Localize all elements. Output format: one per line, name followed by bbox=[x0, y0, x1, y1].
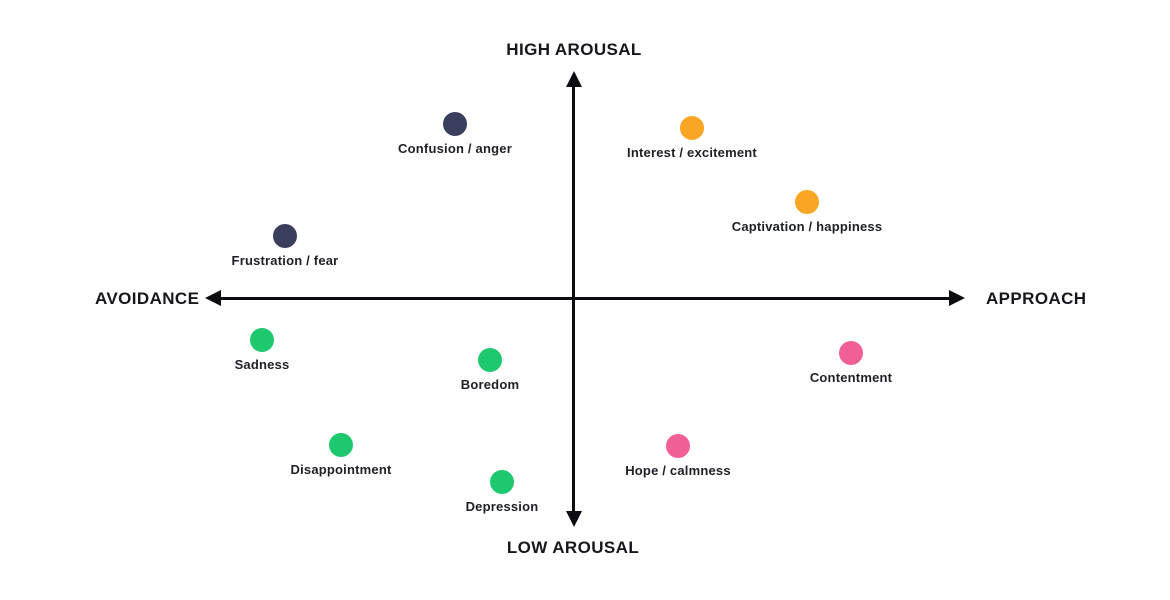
data-point-label: Disappointment bbox=[290, 462, 392, 477]
data-point-label: Sadness bbox=[234, 357, 290, 372]
arrow-up-icon bbox=[566, 71, 582, 87]
horizontal-axis-line bbox=[217, 297, 953, 300]
data-point-label: Frustration / fear bbox=[231, 253, 339, 268]
data-point-dot bbox=[666, 434, 690, 458]
data-point-label: Contentment bbox=[809, 370, 893, 385]
data-point-dot bbox=[478, 348, 502, 372]
data-point-label: Captivation / happiness bbox=[731, 219, 883, 234]
arrow-left-icon bbox=[205, 290, 221, 306]
axis-label-low-arousal: LOW AROUSAL bbox=[506, 538, 640, 557]
data-point-dot bbox=[839, 341, 863, 365]
data-point-dot bbox=[329, 433, 353, 457]
data-point-dot bbox=[490, 470, 514, 494]
axis-label-avoidance: AVOIDANCE bbox=[95, 289, 200, 308]
data-point-dot bbox=[443, 112, 467, 136]
data-point-dot bbox=[250, 328, 274, 352]
data-point-label: Confusion / anger bbox=[398, 141, 512, 156]
data-point-dot bbox=[680, 116, 704, 140]
data-point-dot bbox=[795, 190, 819, 214]
arrow-right-icon bbox=[949, 290, 965, 306]
data-point-dot bbox=[273, 224, 297, 248]
axis-label-high-arousal: HIGH AROUSAL bbox=[506, 40, 642, 59]
data-point-label: Hope / calmness bbox=[625, 463, 731, 478]
data-point-label: Interest / excitement bbox=[627, 145, 757, 160]
arrow-down-icon bbox=[566, 511, 582, 527]
data-point-label: Boredom bbox=[460, 377, 520, 392]
data-point-label: Depression bbox=[465, 499, 539, 514]
axis-label-approach: APPROACH bbox=[986, 289, 1087, 308]
